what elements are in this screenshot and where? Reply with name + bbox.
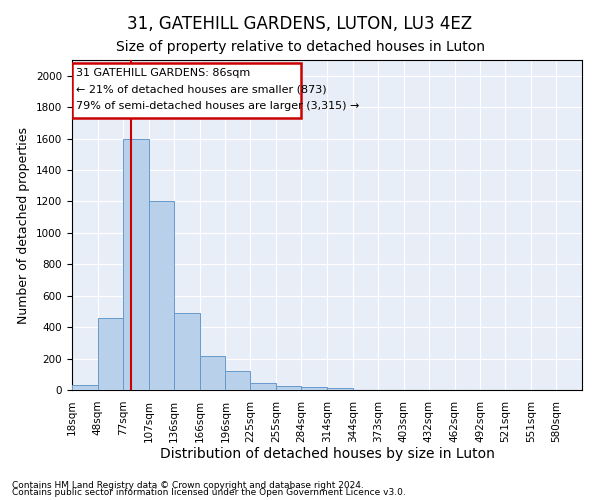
Bar [149, 202, 173, 390]
Text: 31 GATEHILL GARDENS: 86sqm: 31 GATEHILL GARDENS: 86sqm [76, 68, 251, 78]
Bar [173, 313, 199, 390]
Bar [199, 356, 226, 390]
Bar [250, 383, 276, 390]
Text: Contains HM Land Registry data © Crown copyright and database right 2024.: Contains HM Land Registry data © Crown c… [12, 480, 364, 490]
X-axis label: Distribution of detached houses by size in Luton: Distribution of detached houses by size … [160, 448, 494, 462]
Bar [72, 63, 301, 118]
Bar [72, 386, 98, 390]
Bar [301, 387, 327, 390]
Bar [226, 371, 250, 390]
Text: Contains public sector information licensed under the Open Government Licence v3: Contains public sector information licen… [12, 488, 406, 497]
Text: 31, GATEHILL GARDENS, LUTON, LU3 4EZ: 31, GATEHILL GARDENS, LUTON, LU3 4EZ [127, 15, 473, 33]
Bar [327, 388, 353, 390]
Y-axis label: Number of detached properties: Number of detached properties [17, 126, 31, 324]
Text: Size of property relative to detached houses in Luton: Size of property relative to detached ho… [115, 40, 485, 54]
Text: 79% of semi-detached houses are larger (3,315) →: 79% of semi-detached houses are larger (… [76, 101, 359, 111]
Text: ← 21% of detached houses are smaller (873): ← 21% of detached houses are smaller (87… [76, 84, 327, 94]
Bar [123, 138, 149, 390]
Bar [98, 318, 123, 390]
Bar [276, 386, 301, 390]
